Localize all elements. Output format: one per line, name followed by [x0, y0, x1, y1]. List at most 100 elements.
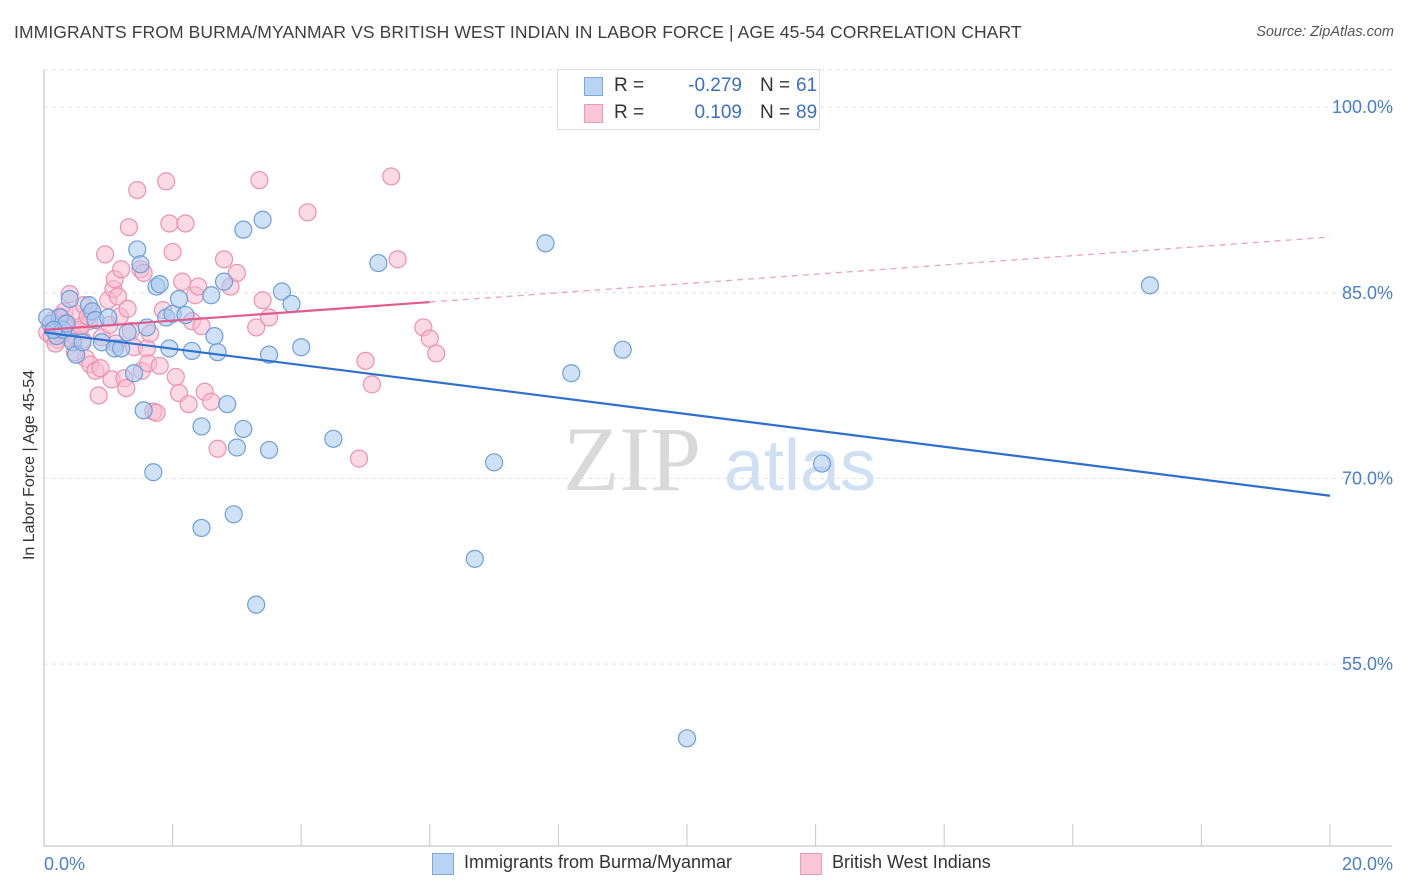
data-point-burma-myanmar	[118, 323, 137, 342]
data-point-british-west-indians	[91, 359, 110, 378]
x-tick-label-min: 0.0%	[44, 854, 85, 874]
x-tick-label-max: 20.0%	[1342, 854, 1393, 874]
legend-swatch-blue	[584, 77, 603, 96]
data-point-british-west-indians	[108, 287, 128, 306]
trend-lines	[43, 236, 1331, 497]
data-point-burma-myanmar	[192, 417, 211, 436]
correlation-legend: R = -0.279 N = 61 R = 0.109 N = 89	[557, 69, 820, 130]
data-point-british-west-indians	[173, 272, 192, 291]
bottom-legend-label-bwi: British West Indians	[832, 852, 991, 872]
legend-swatch-pink	[584, 104, 603, 123]
legend-n-value: 89	[796, 102, 818, 123]
data-point-burma-myanmar	[99, 308, 118, 327]
data-point-burma-myanmar	[465, 549, 484, 568]
data-point-british-west-indians	[298, 203, 317, 222]
data-point-british-west-indians	[427, 344, 446, 363]
data-point-burma-myanmar	[282, 294, 301, 314]
y-tick-label: 55.0%	[1342, 654, 1393, 674]
data-point-burma-myanmar	[224, 505, 243, 524]
data-point-british-west-indians	[117, 378, 136, 398]
data-point-british-west-indians	[253, 291, 272, 310]
data-point-british-west-indians	[250, 171, 269, 190]
data-point-british-west-indians	[227, 263, 246, 283]
data-point-british-west-indians	[247, 318, 266, 337]
data-point-burma-myanmar	[134, 401, 153, 420]
data-point-burma-myanmar	[369, 253, 388, 273]
data-point-british-west-indians	[362, 375, 382, 394]
axes	[43, 70, 1392, 847]
data-point-burma-myanmar	[208, 343, 227, 362]
data-point-british-west-indians	[150, 356, 169, 375]
data-point-burma-myanmar	[205, 326, 224, 346]
bottom-legend-swatch-blue	[432, 853, 454, 875]
data-point-burma-myanmar	[812, 454, 832, 473]
bottom-legend-swatch-pink	[800, 853, 822, 875]
data-point-british-west-indians	[128, 180, 147, 200]
watermark-atlas: atlas	[724, 426, 876, 506]
legend-n-label: N =	[760, 75, 791, 96]
data-point-british-west-indians	[179, 395, 198, 414]
data-point-british-west-indians	[259, 308, 279, 327]
data-point-british-west-indians	[349, 449, 369, 468]
data-point-burma-myanmar	[234, 419, 253, 439]
data-point-burma-myanmar	[218, 395, 237, 414]
watermark: ZIP atlas	[563, 408, 876, 510]
data-point-burma-myanmar	[562, 364, 581, 383]
data-point-british-west-indians	[112, 260, 131, 279]
y-tick-label: 85.0%	[1342, 283, 1393, 303]
series-british-west-indians	[38, 167, 446, 468]
data-point-burma-myanmar	[169, 289, 189, 309]
data-point-burma-myanmar	[144, 463, 163, 482]
legend-n-value: 61	[796, 75, 818, 96]
data-point-burma-myanmar	[128, 240, 147, 259]
legend-r-value: 0.109	[694, 102, 742, 123]
data-point-burma-myanmar	[112, 339, 131, 358]
data-point-british-west-indians	[214, 250, 234, 269]
trend-line-british-west-indians	[43, 300, 430, 332]
data-point-burma-myanmar	[150, 275, 169, 294]
data-point-british-west-indians	[388, 250, 407, 269]
data-point-british-west-indians	[382, 167, 401, 186]
chart-title: IMMIGRANTS FROM BURMA/MYANMAR VS BRITISH…	[14, 22, 1022, 42]
data-point-british-west-indians	[166, 367, 185, 387]
grid-lines	[44, 69, 1392, 665]
data-point-burma-myanmar	[227, 438, 246, 457]
data-point-british-west-indians	[157, 172, 176, 191]
data-point-british-west-indians	[208, 439, 227, 458]
data-point-burma-myanmar	[259, 345, 279, 364]
legend-r-label: R =	[614, 102, 645, 123]
data-point-british-west-indians	[95, 245, 115, 264]
y-tick-label: 100.0%	[1332, 97, 1393, 117]
data-point-burma-myanmar	[292, 338, 311, 357]
data-point-burma-myanmar	[253, 210, 272, 229]
data-point-british-west-indians	[119, 218, 138, 237]
y-tick-label: 70.0%	[1342, 468, 1393, 488]
data-point-burma-myanmar	[234, 220, 253, 239]
data-point-burma-myanmar	[259, 440, 279, 460]
data-point-burma-myanmar	[272, 282, 292, 301]
data-point-british-west-indians	[160, 214, 179, 233]
data-point-burma-myanmar	[324, 429, 343, 448]
data-point-burma-myanmar	[536, 234, 555, 253]
data-point-british-west-indians	[89, 386, 108, 405]
legend-r-value: -0.279	[688, 75, 742, 96]
tick-labels: 55.0% 70.0% 85.0% 100.0% 0.0% 20.0%	[44, 97, 1393, 874]
data-point-burma-myanmar	[124, 364, 144, 383]
data-point-british-west-indians	[163, 242, 182, 262]
data-point-burma-myanmar	[613, 340, 632, 359]
trend-line-british-west-indians-extension	[429, 236, 1331, 303]
source-label: Source: ZipAtlas.com	[1256, 24, 1394, 40]
legend-r-label: R =	[614, 75, 645, 96]
data-point-burma-myanmar	[60, 289, 79, 309]
data-point-burma-myanmar	[1140, 276, 1160, 295]
data-point-burma-myanmar	[247, 595, 266, 614]
data-point-burma-myanmar	[202, 286, 221, 305]
data-point-burma-myanmar	[214, 272, 234, 291]
data-point-british-west-indians	[189, 277, 208, 296]
data-point-british-west-indians	[356, 351, 375, 370]
legend-n-label: N =	[760, 102, 791, 123]
data-point-burma-myanmar	[677, 729, 697, 748]
data-point-burma-myanmar	[192, 518, 211, 538]
bottom-legend-label-burma: Immigrants from Burma/Myanmar	[464, 852, 733, 872]
